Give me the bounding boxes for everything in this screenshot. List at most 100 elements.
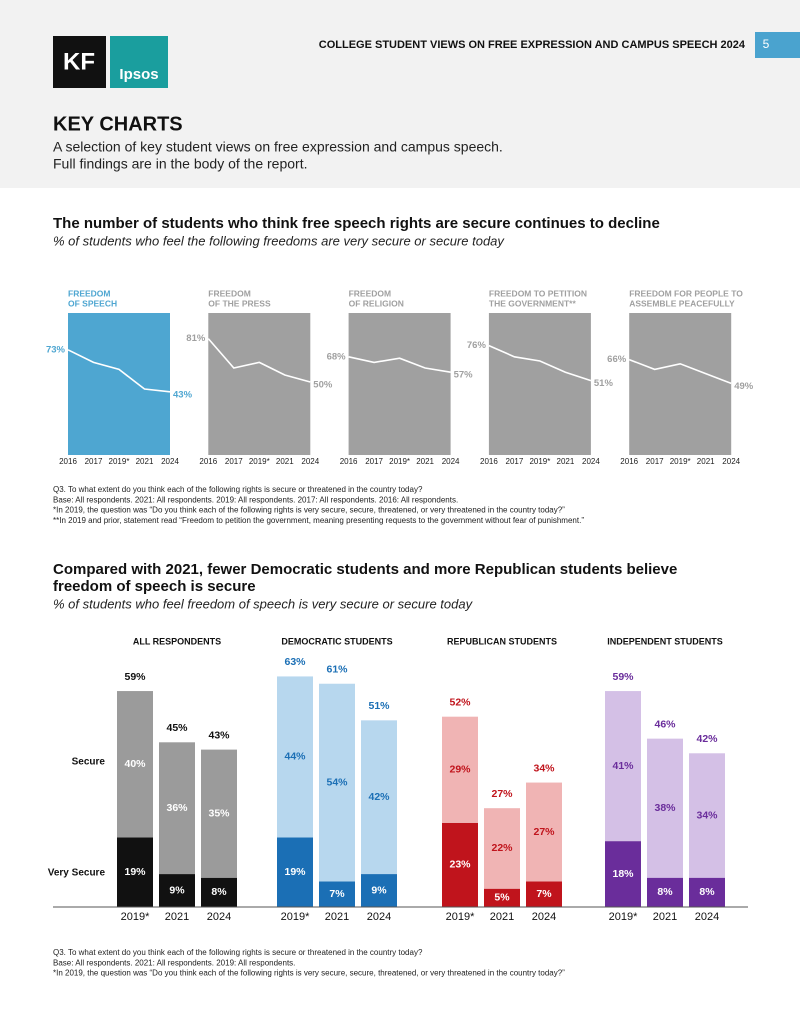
segment-label: 41% (612, 760, 634, 772)
bar-segment (277, 837, 313, 907)
layer-label: Secure (72, 757, 106, 768)
bar-segment (442, 716, 478, 823)
x-tick-label: 2024 (161, 457, 179, 466)
value-label: 76% (467, 340, 487, 351)
chart-title: freedom of speech is secure (53, 578, 256, 595)
segment-label: 7% (329, 888, 345, 900)
total-label: 42% (696, 733, 718, 745)
total-label: 59% (124, 671, 146, 683)
section-title: KEY CHARTS (53, 113, 183, 135)
x-tick-label: 2017 (85, 457, 103, 466)
total-label: 51% (368, 700, 390, 712)
bar-segment (647, 738, 683, 878)
footnote: Q3. To what extent do you think each of … (53, 485, 423, 494)
x-tick-label: 2019* (609, 911, 638, 923)
x-tick-label: 2021 (416, 457, 434, 466)
x-tick-label: 2019* (109, 457, 130, 466)
bar-segment (647, 877, 683, 907)
x-tick-label: 2021 (276, 457, 294, 466)
x-tick-label: 2024 (442, 457, 460, 466)
bar-segment (117, 837, 153, 907)
bar-segment (689, 753, 725, 878)
segment-label: 8% (211, 886, 227, 898)
bar-segment (117, 691, 153, 838)
x-tick-label: 2021 (165, 911, 189, 923)
segment-label: 38% (654, 802, 676, 814)
value-label: 66% (607, 354, 627, 365)
bar-segment (605, 691, 641, 842)
x-tick-label: 2017 (646, 457, 664, 466)
x-tick-label: 2019* (389, 457, 410, 466)
panel-name: ASSEMBLE PEACEFULLY (629, 298, 735, 308)
segment-label: 7% (536, 888, 552, 900)
x-tick-label: 2016 (620, 457, 638, 466)
x-tick-label: 2016 (59, 457, 77, 466)
segment-label: 54% (326, 776, 348, 788)
x-tick-label: 2024 (207, 911, 231, 923)
footnote: Base: All respondents. 2021: All respond… (53, 958, 295, 967)
bar-segment (526, 782, 562, 882)
panel-name: FREEDOM (349, 288, 392, 298)
trend-line (488, 344, 592, 382)
group-name: DEMOCRATIC STUDENTS (281, 636, 392, 646)
value-label: 57% (454, 370, 474, 381)
total-label: 27% (491, 788, 513, 800)
bar-segment (159, 742, 195, 875)
panel-name: FREEDOM (68, 288, 111, 298)
section-intro: A selection of key student views on free… (53, 139, 503, 155)
bar-segment (361, 720, 397, 875)
x-tick-label: 2017 (365, 457, 383, 466)
footnote: **In 2019 and prior, statement read “Fre… (53, 516, 584, 525)
bar-segment (201, 749, 237, 878)
footnote: *In 2019, the question was “Do you think… (53, 506, 565, 515)
chart-title: Compared with 2021, fewer Democratic stu… (53, 561, 677, 578)
value-label: 50% (313, 380, 333, 391)
x-tick-label: 2019* (249, 457, 270, 466)
segment-label: 23% (449, 859, 471, 871)
bar-segment (526, 881, 562, 907)
segment-label: 35% (208, 807, 230, 819)
total-label: 43% (208, 729, 230, 741)
segment-label: 19% (284, 866, 306, 878)
bar-segment (361, 874, 397, 907)
group-name: ALL RESPONDENTS (133, 636, 221, 646)
x-tick-label: 2017 (506, 457, 524, 466)
segment-label: 36% (166, 802, 188, 814)
x-tick-label: 2021 (136, 457, 154, 466)
x-tick-label: 2021 (697, 457, 715, 466)
page-number-box (755, 32, 800, 58)
segment-label: 5% (494, 892, 510, 904)
x-tick-label: 2021 (325, 911, 349, 923)
segment-label: 18% (612, 868, 634, 880)
segment-label: 40% (124, 758, 146, 770)
panel-name: OF THE PRESS (208, 298, 271, 308)
x-tick-label: 2019* (670, 457, 691, 466)
trend-line (67, 349, 171, 393)
x-tick-label: 2024 (532, 911, 556, 923)
total-label: 34% (533, 762, 555, 774)
segment-label: 8% (657, 886, 673, 898)
bar-segment (319, 683, 355, 882)
value-label: 51% (594, 378, 614, 389)
chart-subtitle: % of students who feel the following fre… (53, 233, 505, 248)
total-label: 45% (166, 722, 188, 734)
x-tick-label: 2024 (367, 911, 391, 923)
total-label: 59% (612, 671, 634, 683)
segment-label: 19% (124, 866, 146, 878)
segment-label: 9% (371, 884, 387, 896)
header-band (0, 0, 800, 188)
total-label: 52% (449, 696, 471, 708)
x-tick-label: 2024 (582, 457, 600, 466)
kf-logo (53, 36, 106, 88)
value-label: 73% (46, 344, 66, 355)
group-name: INDEPENDENT STUDENTS (607, 636, 723, 646)
segment-label: 27% (533, 826, 555, 838)
panel-name: THE GOVERNMENT** (489, 298, 577, 308)
ipsos-logo (110, 36, 168, 88)
bar-segment (442, 822, 478, 907)
footnote: Base: All respondents. 2021: All respond… (53, 495, 458, 504)
layer-label: Very Secure (48, 868, 106, 879)
segment-label: 44% (284, 751, 306, 763)
panel (208, 313, 311, 455)
logo-ipsos: Ipsos (119, 66, 158, 83)
